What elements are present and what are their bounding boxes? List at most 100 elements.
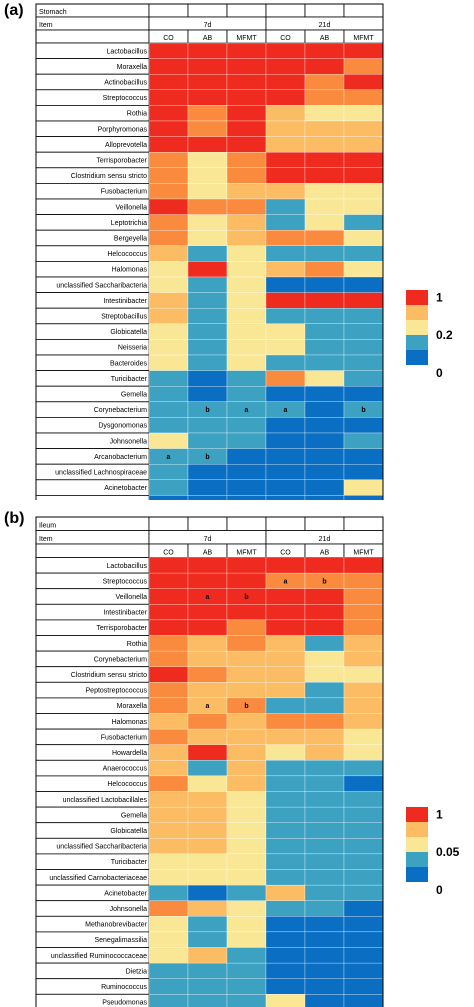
heatmap-cell [343,74,384,90]
heatmap-cell [148,962,189,979]
row-label: Acinetobacter [104,890,147,897]
heatmap-cell [148,464,189,480]
heatmap-cell [265,261,306,278]
heatmap-cell [187,214,228,231]
heatmap-cell [148,183,189,200]
heatmap-cell [265,822,306,839]
table-row: Leptotrichia [35,214,384,231]
heatmap-cell [343,479,384,496]
group-label: 21d [319,22,331,29]
significance-letter: a [167,454,171,461]
heatmap-cell [187,853,228,870]
heatmap-cell [187,198,228,215]
heatmap-cell [265,167,306,184]
significance-letter: b [205,407,209,414]
legend-swatch [406,350,428,365]
heatmap-cell [343,962,384,979]
heatmap-cell [343,822,384,839]
heatmap-cell [187,74,228,90]
heatmap-cell [148,760,189,777]
heatmap-cell [265,931,306,948]
heatmap-cell [187,105,228,122]
heatmap-cell [187,58,228,75]
group-label: 7d [204,536,212,543]
table-header: Stomach Item 7d 21d CO AB MFMT CO AB MFMT [35,3,384,44]
heatmap-cell [226,495,267,500]
heatmap-cell [226,884,267,901]
heatmap-cell [343,276,384,293]
column-label: MFMT [353,35,374,42]
header-item: Item [39,22,53,29]
legend-tick: 1 [436,291,443,305]
heatmap-cell [343,339,384,356]
heatmap-cell [343,323,384,340]
row-label: Streptococcus [103,95,148,102]
heatmap-cell [265,120,306,137]
table-row: Gemella [35,806,384,824]
table-row: Moraxella [35,58,384,75]
heatmap-cell [187,557,228,574]
legend-tick: 1 [436,808,443,822]
heatmap-cell [265,152,306,168]
heatmap-cell [304,261,345,278]
heatmap-cell [226,89,267,106]
heatmap-cell [304,838,345,855]
heatmap-cell [304,167,345,184]
heatmap-cell [148,74,189,90]
column-label: MFMT [236,35,257,42]
row-label: Globicatella [110,329,147,336]
heatmap-cell [187,572,228,589]
heatmap-cell [265,619,306,636]
heatmap-stomach: Stomach Item 7d 21d CO AB MFMT CO AB MFMT Lactobac… [35,3,453,500]
heatmap-cell [226,604,267,621]
heatmap-cell [187,869,228,886]
heatmap-cell [226,947,267,964]
heatmap-cell [304,713,345,730]
row-label: Rothia [127,641,147,648]
heatmap-cell [187,120,228,137]
heatmap-cell [304,962,345,979]
heatmap-cell [265,276,306,293]
heatmap-cell [343,448,384,465]
heatmap-cell [187,339,228,356]
column-label: AB [203,35,213,42]
heatmap-cell [304,105,345,122]
heatmap-cell [226,120,267,137]
heatmap-cell [265,806,306,823]
heatmap-cell [187,386,228,402]
heatmap-cell [187,183,228,200]
heatmap-cell [148,198,189,215]
heatmap-cell [148,89,189,106]
heatmap-cell [226,183,267,200]
heatmap-cell [226,308,267,324]
heatmap-cell [226,58,267,75]
heatmap-cell [187,994,228,1007]
heatmap-cell [304,183,345,200]
legend-swatch [406,305,428,320]
table-row: unclassified Saccharibacteria [35,837,384,855]
heatmap-cell [265,417,306,434]
heatmap-cell [148,214,189,231]
row-label: Dietzia [126,968,148,975]
heatmap-cell [148,791,189,808]
table-row: Turicibacter [35,370,384,387]
heatmap-cell [187,713,228,730]
table-row: Globicatella [35,323,384,340]
legend-swatch [406,290,428,305]
heatmap-cell [304,292,345,309]
row-label: Clostridium sensu stricto [71,672,147,679]
heatmap-cell [343,853,384,870]
row-label: Ruminococcus [101,984,147,991]
heatmap-cell [148,619,189,636]
row-label: unclassified Carnobacteriaceae [49,875,147,882]
heatmap-cell [226,386,267,402]
table-row: Clostridium sensu stricto [35,666,384,683]
heatmap-cell [226,167,267,184]
row-label: Veillonella [115,594,147,601]
heatmap-cell [226,42,267,59]
heatmap-cell [304,619,345,636]
heatmap-cell [148,432,189,449]
row-label: Methanobrevibacter [85,922,148,929]
heatmap-cell [148,728,189,745]
group-label: 7d [204,22,212,29]
